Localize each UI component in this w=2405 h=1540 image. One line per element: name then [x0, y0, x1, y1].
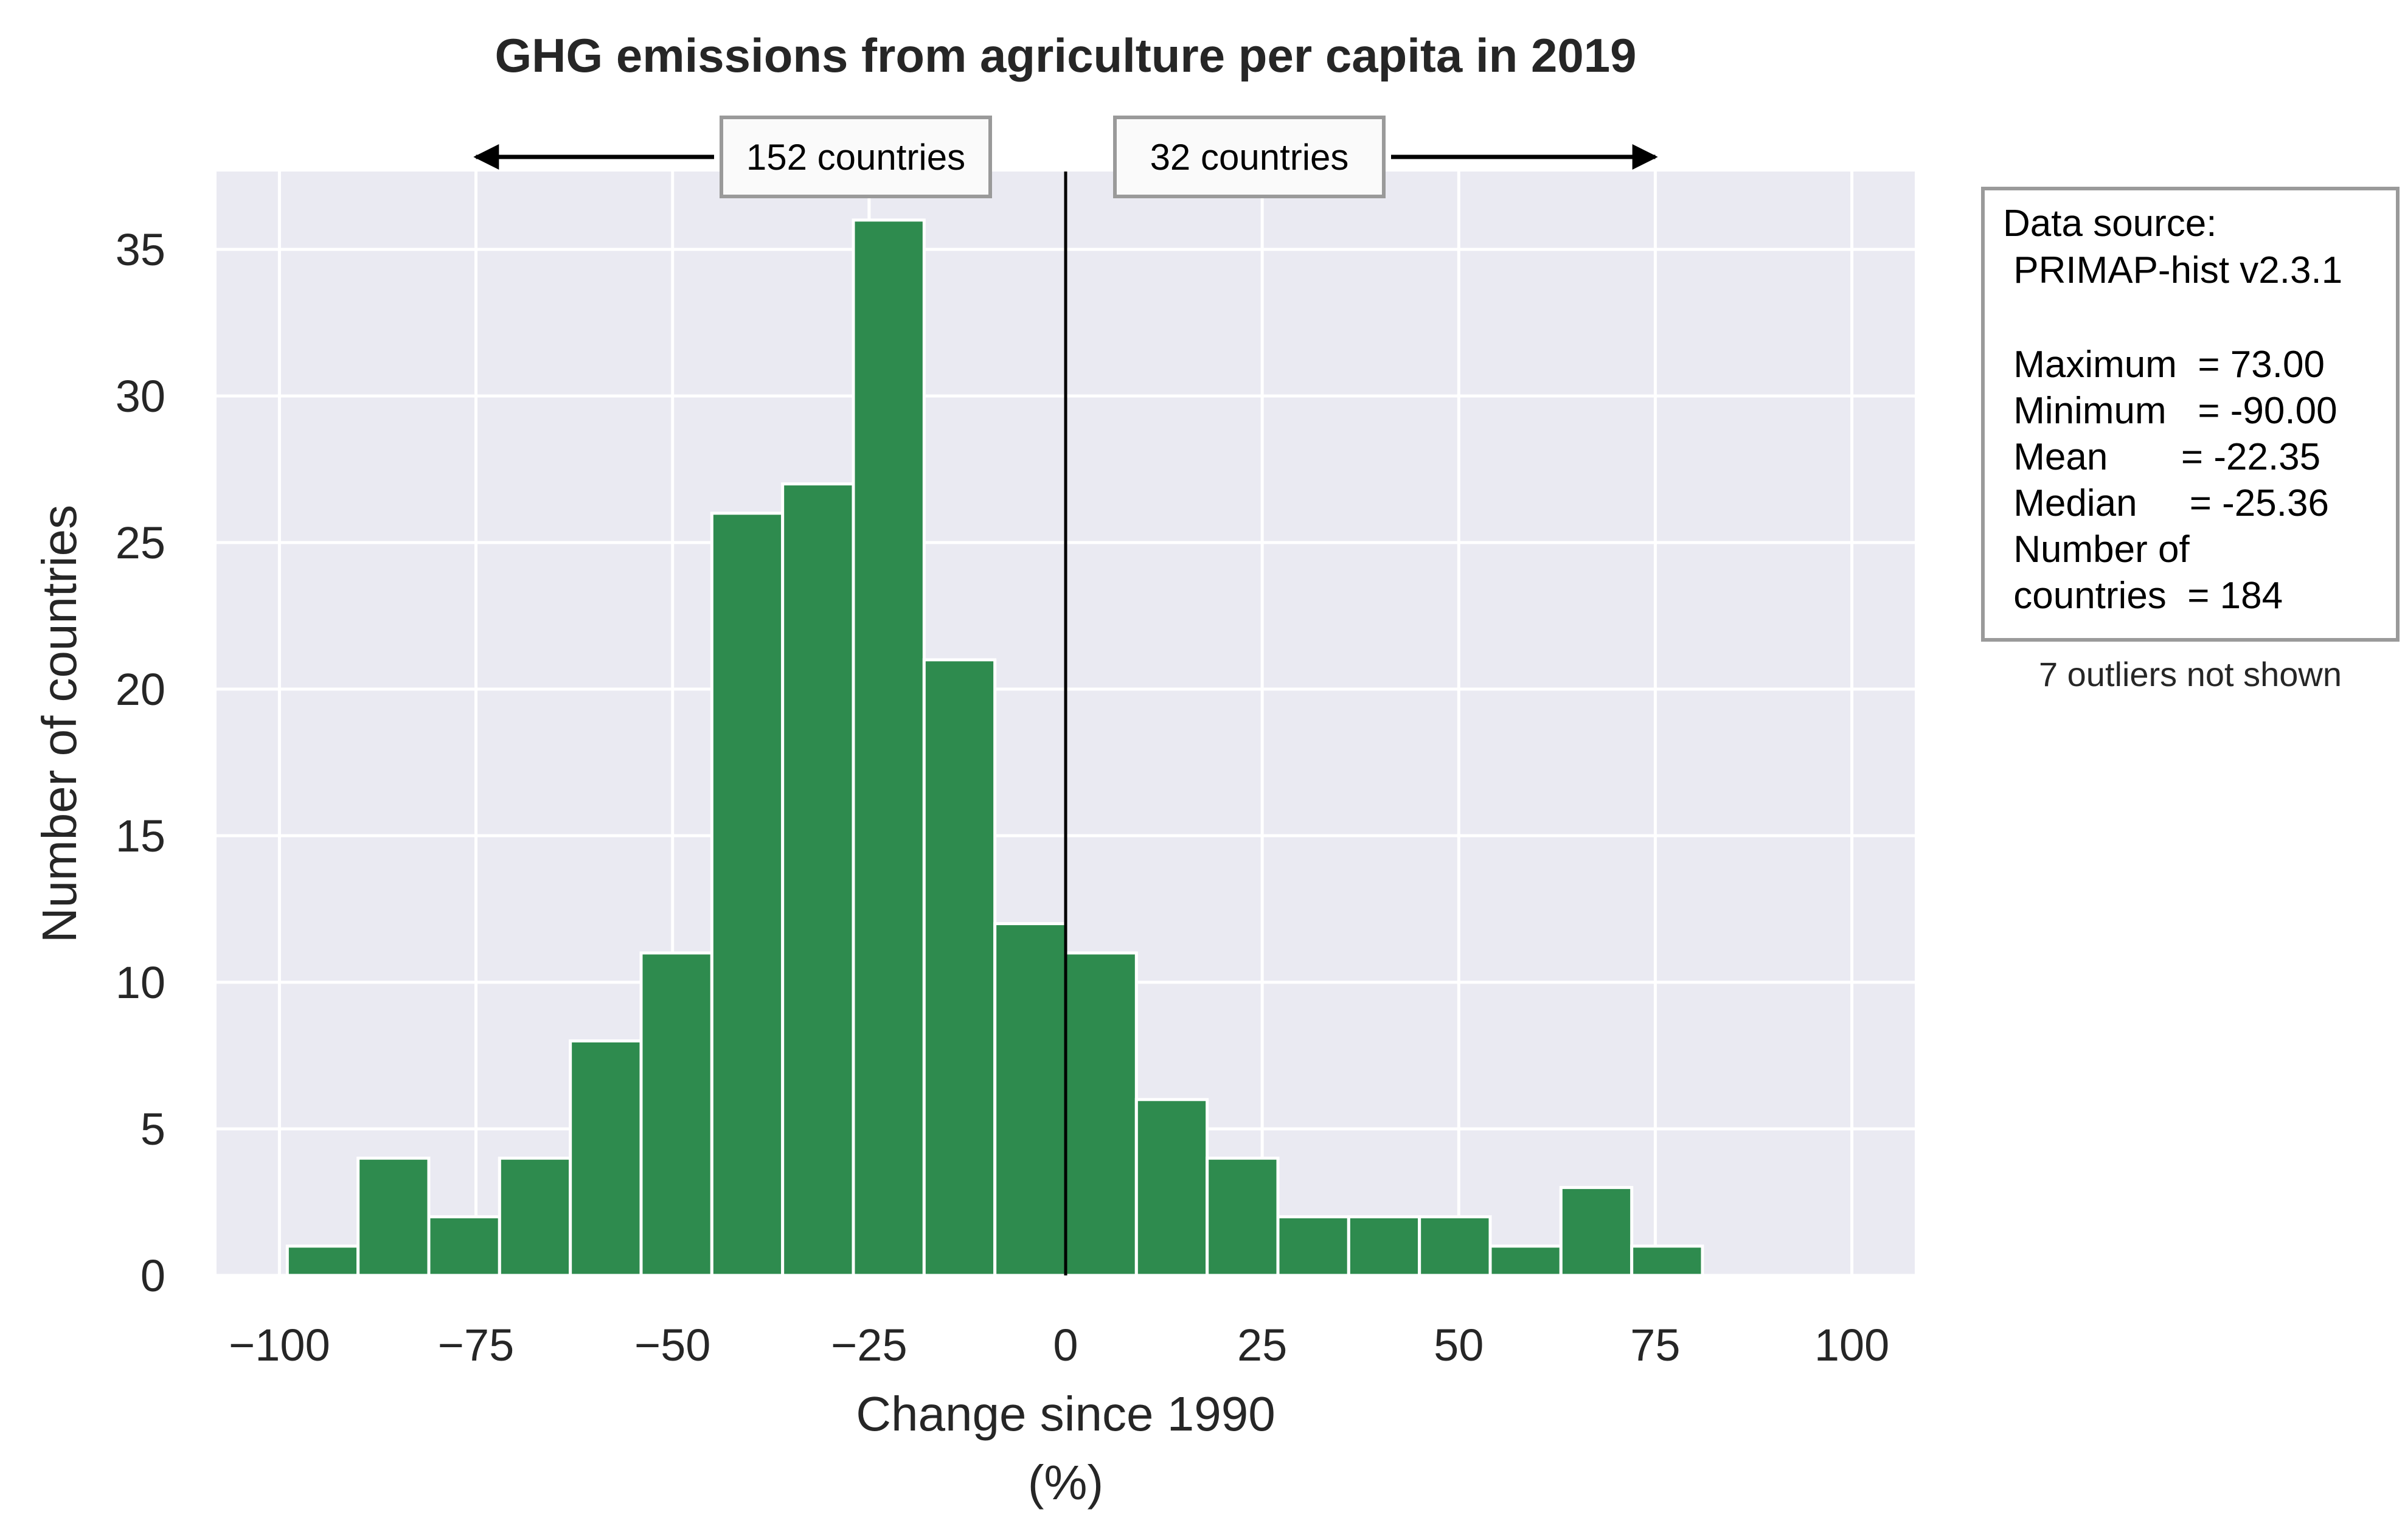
x-tick-label: −100 [229, 1320, 330, 1370]
histogram-bar [498, 1156, 572, 1277]
stats-line: Minimum = -90.00 [2003, 390, 2337, 432]
right-count-box [1113, 116, 1386, 198]
histogram-bar [993, 922, 1067, 1277]
y-tick-label: 10 [116, 957, 165, 1008]
y-axis-label: Number of countries [32, 505, 86, 943]
histogram-bar [427, 1215, 501, 1277]
x-tick-label: 50 [1434, 1320, 1484, 1370]
histogram-bar [1134, 1098, 1209, 1277]
stats-line: Data source: [2003, 203, 2217, 245]
y-tick-label: 25 [116, 518, 165, 568]
histogram-bar [852, 218, 926, 1277]
y-tick-label: 5 [141, 1104, 165, 1154]
y-tick-label: 15 [116, 811, 165, 861]
y-tick-label: 35 [116, 224, 165, 275]
x-tick-label: −25 [831, 1320, 908, 1370]
x-axis-label: Change since 1990 [856, 1387, 1275, 1441]
stats-line: Median = -25.36 [2003, 482, 2329, 524]
x-axis-unit-label: (%) [1028, 1455, 1103, 1510]
chart-title: GHG emissions from agriculture per capit… [495, 29, 1637, 82]
histogram-bar [1488, 1244, 1563, 1277]
histogram-bar [1630, 1244, 1704, 1277]
x-tick-label: 0 [1053, 1320, 1078, 1370]
histogram-bar [1206, 1156, 1280, 1277]
y-axis-tick-labels: 0 5 10 15 20 25 30 35 [116, 224, 165, 1301]
outliers-footnote: 7 outliers not shown [2039, 655, 2342, 693]
y-tick-label: 0 [141, 1250, 165, 1301]
x-tick-label: 25 [1237, 1320, 1287, 1370]
stats-line: countries = 184 [2003, 575, 2283, 617]
histogram-bar [1418, 1215, 1492, 1277]
statistics-box: Data source: PRIMAP-hist v2.3.1 Maximum … [1981, 187, 2400, 642]
histogram-bar [1559, 1185, 1634, 1277]
histogram-bar [1347, 1215, 1421, 1277]
stats-line: Mean = -22.35 [2003, 436, 2320, 478]
x-tick-label: 75 [1630, 1320, 1680, 1370]
histogram-bar [1064, 951, 1138, 1277]
x-tick-label: −50 [634, 1320, 711, 1370]
histogram-bars [285, 218, 1704, 1277]
histogram-bar [569, 1039, 643, 1277]
left-count-annotation: 152 countries [473, 116, 992, 198]
histogram-bar [285, 1244, 360, 1277]
histogram-bar [1276, 1215, 1350, 1277]
left-count-label: 152 countries [746, 137, 965, 178]
left-count-box [720, 116, 992, 198]
histogram-bar [356, 1156, 431, 1277]
histogram-bar [781, 482, 855, 1277]
statistics-box-frame [1981, 187, 2400, 642]
x-tick-label: 100 [1814, 1320, 1889, 1370]
stats-line: PRIMAP-hist v2.3.1 [2003, 249, 2342, 291]
stats-line: Maximum = 73.00 [2003, 344, 2325, 386]
histogram-bar [710, 512, 785, 1277]
histogram-bar [922, 658, 997, 1277]
x-tick-label: −75 [438, 1320, 515, 1370]
x-axis-tick-labels: −100 −75 −50 −25 0 25 50 75 100 [229, 1320, 1889, 1370]
y-tick-label: 20 [116, 664, 165, 715]
stats-line: Number of [2003, 529, 2190, 571]
right-count-annotation: 32 countries [1113, 116, 1658, 198]
histogram-bar [639, 951, 713, 1277]
right-count-label: 32 countries [1150, 137, 1349, 178]
y-tick-label: 30 [116, 371, 165, 421]
